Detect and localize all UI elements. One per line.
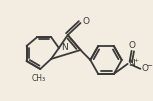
Text: CH₃: CH₃ [31, 74, 45, 83]
Text: N: N [61, 43, 68, 52]
Text: N: N [129, 59, 135, 68]
Text: O: O [141, 64, 148, 73]
Text: −: − [146, 63, 152, 69]
Text: O: O [82, 17, 90, 26]
Text: O: O [128, 41, 135, 50]
Text: +: + [133, 58, 138, 63]
